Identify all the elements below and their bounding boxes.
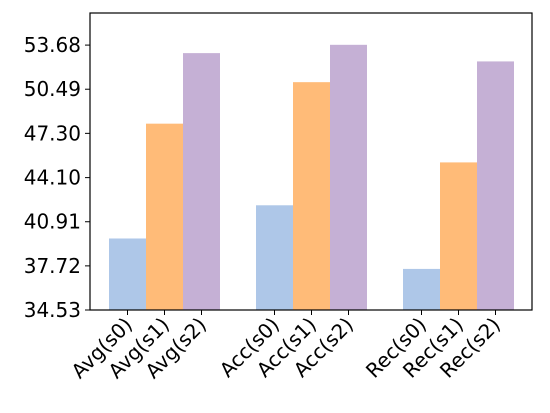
bars-layer bbox=[109, 44, 514, 310]
y-tick-label: 50.49 bbox=[24, 77, 81, 101]
plot-frame bbox=[89, 12, 533, 311]
bar-rec-s1 bbox=[440, 162, 477, 310]
bar-rec-s0 bbox=[403, 268, 440, 310]
bar-avg-s2 bbox=[183, 53, 220, 310]
y-axis-ticks: 34.53 37.72 40.91 44.10 47.30 50.49 53.68 bbox=[24, 33, 90, 322]
bar-acc-s1 bbox=[293, 82, 330, 310]
bar-acc-s2 bbox=[330, 44, 367, 310]
y-tick-label: 53.68 bbox=[24, 33, 81, 57]
y-tick-label: 44.10 bbox=[24, 166, 81, 190]
x-axis-labels: Avg(s0)Avg(s1)Avg(s2) Acc(s0)Acc(s1)Acc(s… bbox=[66, 310, 505, 383]
y-tick-label: 37.72 bbox=[24, 254, 81, 278]
y-tick-label: 34.53 bbox=[24, 298, 81, 322]
y-tick-label: 47.30 bbox=[24, 121, 81, 145]
bar-avg-s0 bbox=[109, 238, 146, 310]
bar-rec-s2 bbox=[477, 61, 514, 310]
y-tick-label: 40.91 bbox=[24, 210, 81, 234]
bar-avg-s1 bbox=[146, 123, 183, 310]
bar-acc-s0 bbox=[256, 205, 293, 310]
